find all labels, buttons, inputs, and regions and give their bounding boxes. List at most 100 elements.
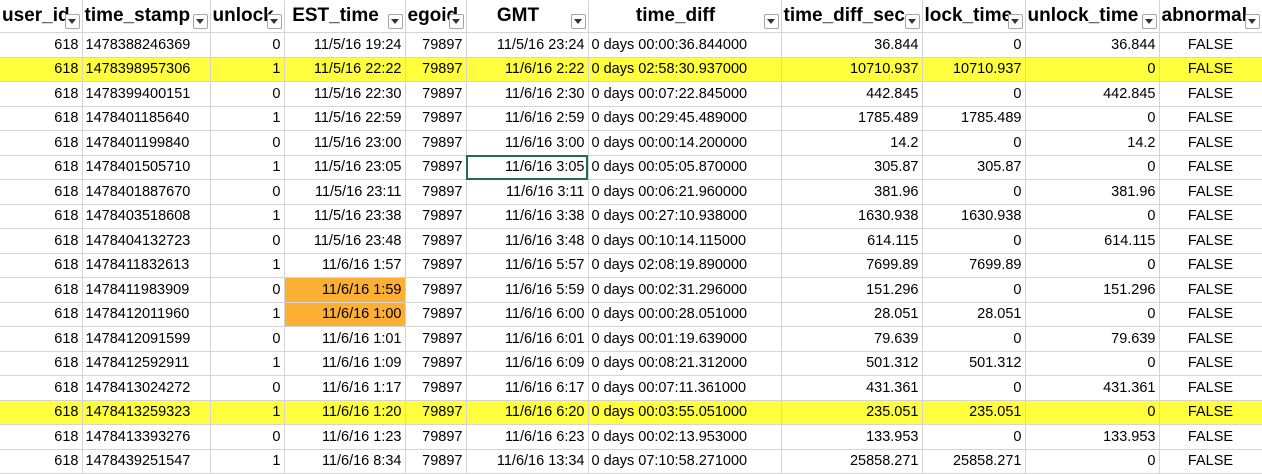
cell-lock-time[interactable]: 0 [922,179,1026,205]
cell-gmt[interactable]: 11/6/16 6:17 [466,375,589,401]
cell-time-diff[interactable]: 0 days 00:06:21.960000 [588,179,782,205]
cell-unlock-time[interactable]: 0 [1025,400,1160,425]
cell-unlock[interactable]: 0 [210,32,285,58]
cell-user-id[interactable]: 618 [0,204,83,229]
cell-lock-time[interactable]: 28.051 [922,302,1026,327]
cell-time-diff[interactable]: 0 days 00:00:14.200000 [588,130,782,156]
cell-time-diff-sec[interactable]: 614.115 [781,228,923,254]
filter-dropdown-icon[interactable] [192,14,208,29]
cell-time-diff-sec[interactable]: 305.87 [781,155,923,180]
cell-lock-time[interactable]: 501.312 [922,351,1026,376]
cell-gmt[interactable]: 11/6/16 6:20 [466,400,589,425]
cell-unlock[interactable]: 0 [210,277,285,303]
cell-user-id[interactable]: 618 [0,277,83,303]
cell-egoid[interactable]: 79897 [405,302,467,327]
cell-time-diff[interactable]: 0 days 00:00:28.051000 [588,302,782,327]
cell-abnormal[interactable]: FALSE [1159,400,1262,425]
cell-egoid[interactable]: 79897 [405,57,467,82]
cell-egoid[interactable]: 79897 [405,228,467,254]
cell-time-stamp[interactable]: 1478411832613 [82,253,211,278]
cell-time-diff-sec[interactable]: 133.953 [781,424,923,450]
cell-unlock[interactable]: 1 [210,400,285,425]
cell-unlock-time[interactable]: 0 [1025,155,1160,180]
cell-user-id[interactable]: 618 [0,130,83,156]
cell-time-stamp[interactable]: 1478439251547 [82,449,211,474]
cell-time-diff-sec[interactable]: 10710.937 [781,57,923,82]
column-header-time-stamp[interactable]: time_stamp [82,0,211,33]
cell-gmt[interactable]: 11/6/16 3:11 [466,179,589,205]
cell-user-id[interactable]: 618 [0,81,83,107]
cell-time-diff[interactable]: 0 days 00:02:31.296000 [588,277,782,303]
cell-est-time[interactable]: 11/5/16 23:38 [284,204,406,229]
filter-active-icon[interactable] [387,14,403,29]
cell-lock-time[interactable]: 0 [922,375,1026,401]
cell-time-diff-sec[interactable]: 79.639 [781,326,923,352]
column-header-user-id[interactable]: user_id [0,0,83,33]
cell-gmt[interactable]: 11/6/16 13:34 [466,449,589,474]
cell-unlock[interactable]: 0 [210,228,285,254]
cell-time-diff-sec[interactable]: 1630.938 [781,204,923,229]
cell-user-id[interactable]: 618 [0,179,83,205]
cell-abnormal[interactable]: FALSE [1159,351,1262,376]
cell-gmt[interactable]: 11/6/16 6:09 [466,351,589,376]
cell-gmt[interactable]: 11/6/16 2:59 [466,106,589,131]
cell-abnormal[interactable]: FALSE [1159,106,1262,131]
cell-est-time[interactable]: 11/6/16 8:34 [284,449,406,474]
column-header-egoid[interactable]: egoid [405,0,467,33]
cell-time-diff[interactable]: 0 days 00:05:05.870000 [588,155,782,180]
cell-time-diff[interactable]: 0 days 02:08:19.890000 [588,253,782,278]
cell-time-diff[interactable]: 0 days 00:03:55.051000 [588,400,782,425]
cell-est-time[interactable]: 11/5/16 23:00 [284,130,406,156]
cell-gmt[interactable]: 11/6/16 2:30 [466,81,589,107]
cell-time-diff-sec[interactable]: 442.845 [781,81,923,107]
cell-user-id[interactable]: 618 [0,32,83,58]
cell-unlock-time[interactable]: 0 [1025,204,1160,229]
cell-abnormal[interactable]: FALSE [1159,375,1262,401]
cell-user-id[interactable]: 618 [0,375,83,401]
cell-user-id[interactable]: 618 [0,400,83,425]
cell-time-diff[interactable]: 0 days 00:01:19.639000 [588,326,782,352]
filter-dropdown-icon[interactable] [266,14,282,29]
cell-gmt[interactable]: 11/6/16 5:57 [466,253,589,278]
cell-user-id[interactable]: 618 [0,106,83,131]
cell-egoid[interactable]: 79897 [405,106,467,131]
cell-lock-time[interactable]: 0 [922,424,1026,450]
cell-time-diff-sec[interactable]: 36.844 [781,32,923,58]
cell-egoid[interactable]: 79897 [405,155,467,180]
cell-lock-time[interactable]: 0 [922,228,1026,254]
cell-unlock-time[interactable]: 0 [1025,351,1160,376]
cell-abnormal[interactable]: FALSE [1159,179,1262,205]
cell-time-diff-sec[interactable]: 431.361 [781,375,923,401]
cell-time-stamp[interactable]: 1478411983909 [82,277,211,303]
cell-lock-time[interactable]: 0 [922,326,1026,352]
cell-unlock[interactable]: 1 [210,351,285,376]
cell-gmt[interactable]: 11/6/16 5:59 [466,277,589,303]
cell-unlock[interactable]: 1 [210,302,285,327]
cell-unlock[interactable]: 1 [210,204,285,229]
cell-time-diff[interactable]: 0 days 00:29:45.489000 [588,106,782,131]
cell-time-diff-sec[interactable]: 235.051 [781,400,923,425]
cell-time-stamp[interactable]: 1478412592911 [82,351,211,376]
cell-unlock[interactable]: 1 [210,106,285,131]
cell-abnormal[interactable]: FALSE [1159,253,1262,278]
cell-time-stamp[interactable]: 1478413259323 [82,400,211,425]
cell-unlock-time[interactable]: 133.953 [1025,424,1160,450]
cell-est-time[interactable]: 11/5/16 22:22 [284,57,406,82]
cell-user-id[interactable]: 618 [0,424,83,450]
cell-egoid[interactable]: 79897 [405,424,467,450]
cell-gmt[interactable]: 11/6/16 6:01 [466,326,589,352]
cell-est-time[interactable]: 11/6/16 1:09 [284,351,406,376]
cell-time-stamp[interactable]: 1478401199840 [82,130,211,156]
cell-time-diff-sec[interactable]: 501.312 [781,351,923,376]
cell-gmt[interactable]: 11/6/16 6:23 [466,424,589,450]
cell-time-diff[interactable]: 0 days 00:07:22.845000 [588,81,782,107]
cell-time-stamp[interactable]: 1478401887670 [82,179,211,205]
cell-gmt[interactable]: 11/6/16 3:38 [466,204,589,229]
cell-unlock-time[interactable]: 442.845 [1025,81,1160,107]
cell-time-diff[interactable]: 0 days 00:07:11.361000 [588,375,782,401]
cell-time-diff[interactable]: 0 days 00:08:21.312000 [588,351,782,376]
cell-gmt[interactable]: 11/6/16 3:00 [466,130,589,156]
cell-time-stamp[interactable]: 1478404132723 [82,228,211,254]
cell-user-id[interactable]: 618 [0,228,83,254]
cell-time-diff[interactable]: 0 days 07:10:58.271000 [588,449,782,474]
